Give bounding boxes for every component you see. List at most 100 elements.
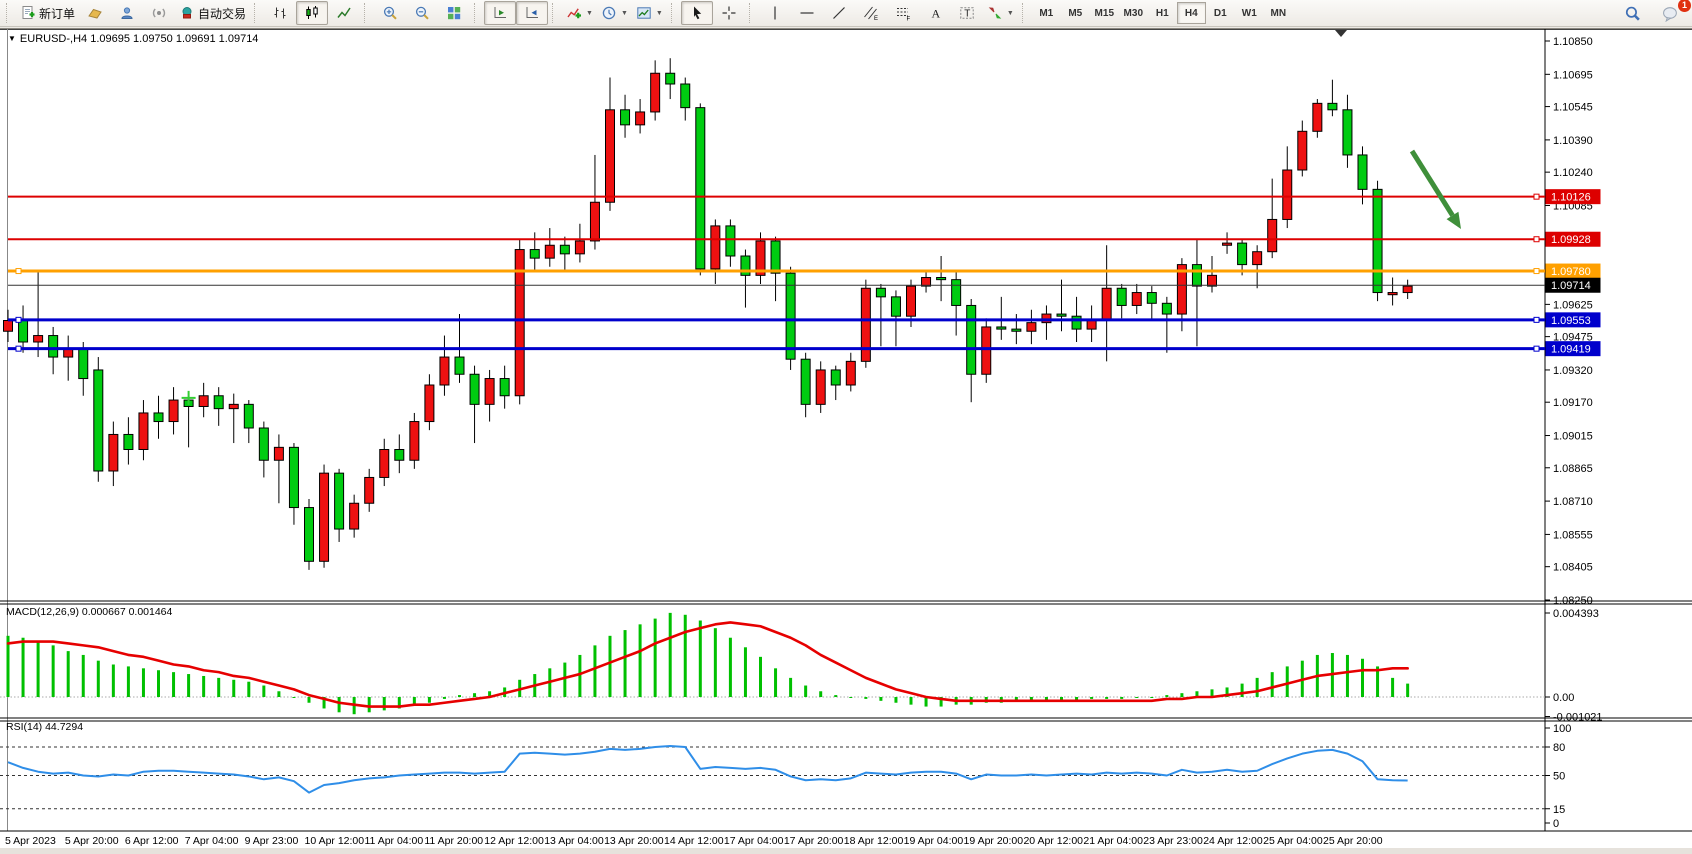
shift-icon [526, 7, 539, 18]
toolbar-separator [748, 3, 756, 23]
svg-text:1.09475: 1.09475 [1553, 332, 1593, 344]
toolbar-periods-button[interactable]: ▼ [597, 1, 632, 25]
toolbar-notifications-button[interactable]: 1 [1654, 0, 1691, 26]
dropdown-arrow-icon[interactable]: ▼ [655, 9, 663, 17]
time-axis-label: 17 Apr 04:00 [723, 835, 784, 847]
candles-icon [306, 6, 318, 19]
textA-icon: A [931, 7, 940, 21]
toolbar-equidistant-channel-button[interactable]: E [855, 1, 887, 25]
toolbar-indicators-button[interactable]: ▼ [562, 1, 597, 25]
svg-text:50: 50 [1553, 771, 1565, 783]
toolbar-metaeditor-button[interactable] [79, 1, 111, 25]
toolbar-vertical-line-button[interactable] [759, 1, 791, 25]
time-axis-label: 13 Apr 04:00 [544, 835, 604, 847]
timeframe-h4-button[interactable]: H4 [1176, 2, 1206, 24]
toolbar-separator [670, 3, 678, 23]
time-axis-label: 19 Apr 04:00 [903, 835, 964, 847]
hline-1.09780[interactable] [8, 268, 1545, 275]
toolbar-zoom-in-button[interactable] [374, 1, 406, 25]
toolbar-search-button[interactable] [1616, 2, 1648, 26]
autoscroll-icon [494, 7, 507, 18]
window-bottom-edge [0, 848, 1692, 854]
timeframe-m15-button[interactable]: M15 [1094, 7, 1114, 19]
trend-arrow-annotation[interactable] [1409, 149, 1461, 229]
zoomin-icon [383, 6, 397, 20]
timeframe-h1-button[interactable]: H1 [1155, 7, 1169, 19]
toolbar-news-broadcast-button[interactable] [143, 1, 175, 25]
toolbar-zoom-out-button[interactable] [406, 1, 438, 25]
toolbar-auto-scroll-button[interactable] [484, 1, 517, 25]
time-axis-label: 25 Apr 04:00 [1263, 835, 1323, 847]
price-chart-canvas[interactable]: 1.108501.106951.105451.103901.102401.100… [0, 29, 1692, 849]
toolbar-separator [254, 3, 261, 23]
time-axis-label: 18 Apr 12:00 [843, 835, 904, 847]
svg-text:1.09320: 1.09320 [1553, 365, 1593, 377]
svg-text:1.09015: 1.09015 [1553, 431, 1593, 443]
toolbar-separator [6, 3, 13, 23]
svg-text:E: E [874, 16, 878, 21]
svg-text:1.10850: 1.10850 [1553, 36, 1593, 48]
svg-text:0.004393: 0.004393 [1553, 608, 1599, 620]
chart-window[interactable]: 1.10850 1.10695 1.10545 1.10390 1.10240 1.100… [0, 28, 1692, 849]
toolbar-horizontal-line-button[interactable] [791, 1, 823, 25]
toolbar-autotrading-button[interactable]: 自动交易 [175, 1, 250, 25]
hline-1.09928[interactable] [8, 236, 1545, 243]
hline-1.10126[interactable] [8, 193, 1545, 200]
toolbar-text-button[interactable]: A [919, 1, 951, 25]
channel-icon: E [863, 6, 878, 21]
toolbar-line-chart-button[interactable] [328, 1, 360, 25]
toolbar-arrows-button[interactable]: ▼ [983, 1, 1018, 25]
timeframe-m1-button[interactable]: M1 [1039, 7, 1054, 19]
macd-indicator-label: MACD(12,26,9) 0.000667 0.001464 [6, 606, 173, 618]
timeframe-mn-button[interactable]: MN [1270, 7, 1287, 19]
dropdown-arrow-icon[interactable]: ▼ [586, 9, 593, 17]
notification-badge: 1 [1678, 0, 1691, 12]
chart-dropdown-icon[interactable]: ▼ [8, 34, 16, 43]
toolbar-crosshair-button[interactable] [713, 1, 745, 25]
hline-1.09419[interactable] [8, 345, 1545, 352]
time-axis-label: 12 Apr 12:00 [484, 835, 544, 847]
toolbar-tile-windows-button[interactable] [438, 1, 470, 25]
time-axis-label: 10 Apr 12:00 [304, 835, 365, 847]
chart-shift-marker[interactable] [1335, 30, 1347, 37]
toolbar-text-label-button[interactable]: T [951, 1, 983, 25]
dropdown-arrow-icon[interactable]: ▼ [1006, 9, 1014, 17]
toolbar-cursor-button[interactable] [680, 1, 713, 25]
time-axis-label: 11 Apr 04:00 [364, 835, 424, 847]
price-axis[interactable]: 1.108501.106951.105451.103901.102401.100… [1545, 36, 1603, 830]
svg-text:1.10240: 1.10240 [1553, 167, 1593, 179]
macd-indicator [0, 612, 1545, 715]
svg-text:1.09553: 1.09553 [1551, 315, 1591, 327]
rsi-indicator-label: RSI(14) 44.7294 [6, 721, 84, 733]
toolbar-bar-chart-button[interactable] [264, 1, 296, 25]
time-axis-label: 7 Apr 04:00 [184, 835, 239, 847]
timeframe-d1-button[interactable]: D1 [1213, 7, 1227, 19]
svg-text:-0.001021: -0.001021 [1553, 712, 1603, 724]
toolbar-community-button[interactable] [111, 1, 143, 25]
cross-marker-annotation[interactable] [181, 390, 196, 405]
toolbar-trendline-button[interactable] [823, 1, 855, 25]
toolbar-new-order-button[interactable]: 新订单 [16, 1, 79, 25]
dropdown-arrow-icon[interactable]: ▼ [620, 9, 628, 17]
broadcast-icon [152, 8, 166, 18]
chart-title: ▼ EURUSD-,H4 1.09695 1.09750 1.09691 1.09… [8, 33, 258, 45]
hline-1.09553[interactable] [8, 316, 1545, 323]
main-toolbar: 新订单 自动交易 ▼ ▼ ▼ E F A T ▼ M1 M5 M15 M30 H1 H4 D1 W1 MN 1 [0, 0, 1692, 27]
price-tag-1.09553: 1.09553 [1545, 312, 1601, 328]
toolbar-fibonacci-button[interactable]: F [887, 1, 919, 25]
time-axis[interactable]: 5 Apr 2023 5 Apr 20:00 6 Apr 12:00 7 Apr 04… [0, 833, 1546, 849]
svg-text:1.10390: 1.10390 [1553, 135, 1593, 147]
time-axis-label: 13 Apr 20:00 [604, 835, 664, 847]
timeframe-m30-button[interactable]: M30 [1123, 7, 1143, 19]
svg-text:T: T [964, 9, 970, 20]
toolbar-templates-button[interactable]: ▼ [632, 1, 667, 25]
timeframe-m5-button[interactable]: M5 [1068, 7, 1083, 19]
time-axis-label: 17 Apr 20:00 [783, 835, 844, 847]
toolbar-chart-shift-button[interactable] [516, 1, 549, 25]
svg-text:1.08250: 1.08250 [1553, 595, 1593, 607]
timeframe-w1-button[interactable]: W1 [1241, 7, 1257, 19]
search-icon [1625, 6, 1640, 21]
svg-text:A: A [931, 7, 940, 21]
toolbar-candlestick-chart-button[interactable] [296, 1, 329, 25]
fibo-icon: F [896, 8, 910, 21]
